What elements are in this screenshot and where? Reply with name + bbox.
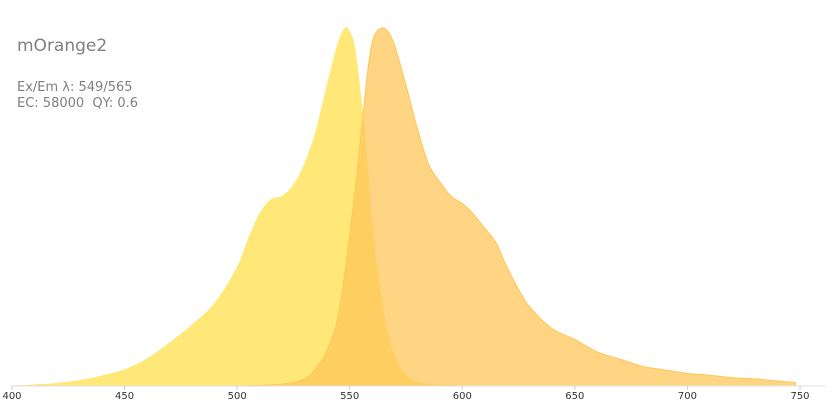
x-tick-label: 600: [453, 391, 472, 402]
x-tick-label: 400: [2, 391, 21, 402]
x-tick-label: 500: [228, 391, 247, 402]
x-axis-ticks: 400 450 500 550 600 650 700 750: [2, 386, 810, 402]
x-tick-label: 750: [790, 391, 809, 402]
x-tick-label: 550: [340, 391, 359, 402]
x-tick-label: 700: [678, 391, 697, 402]
emission-spectrum-area: [237, 27, 796, 387]
spectrum-areas: [11, 27, 796, 387]
spectra-info-line-1: Ex/Em λ: 549/565: [17, 80, 133, 95]
x-tick-label: 650: [565, 391, 584, 402]
spectra-info-line-2: EC: 58000 QY: 0.6: [17, 96, 139, 111]
chart-title: mOrange2: [17, 36, 108, 56]
x-tick-label: 450: [115, 391, 134, 402]
